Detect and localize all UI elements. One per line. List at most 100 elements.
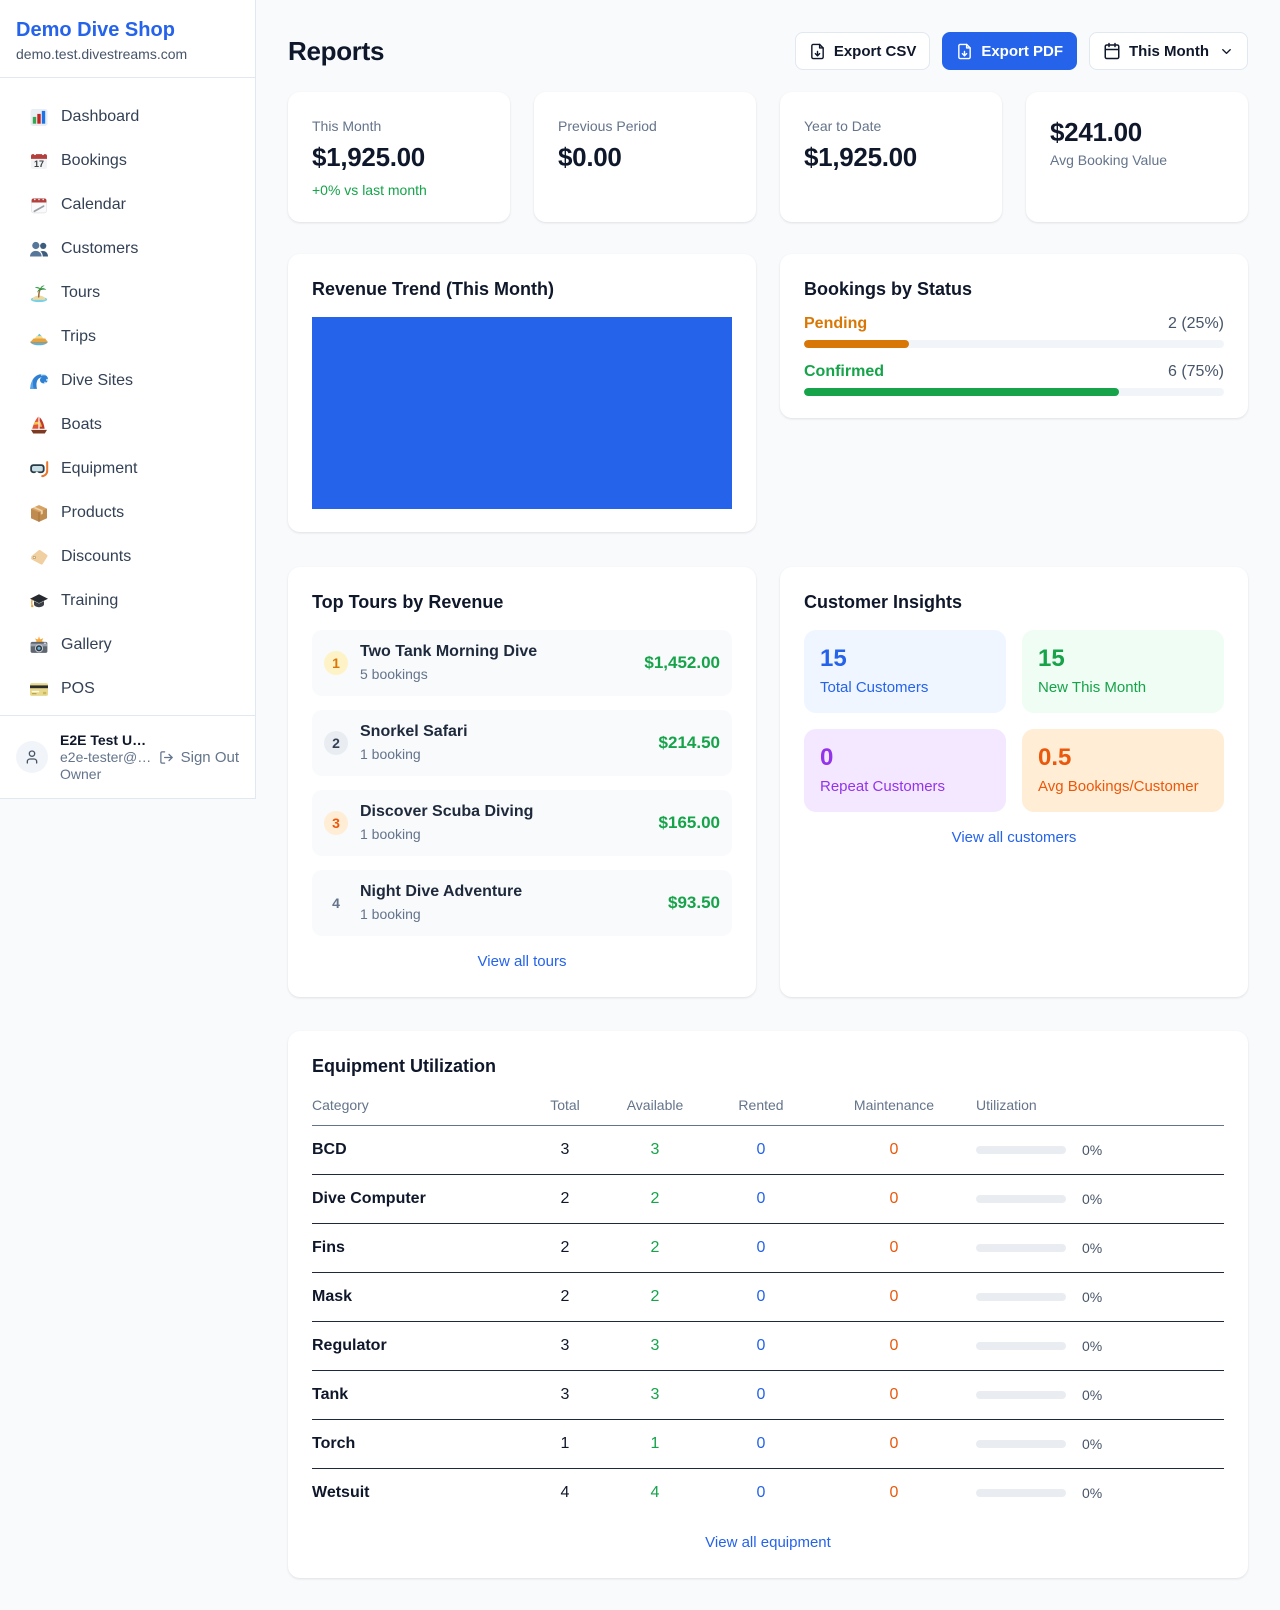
column-header: Total [530,1087,600,1126]
svg-text:17: 17 [34,158,44,168]
tour-name: Discover Scuba Diving [360,803,534,820]
sidebar-item-pos[interactable]: POS [16,667,239,711]
status-value: 2 (25%) [1167,315,1224,332]
utilization-percent: 0% [1082,1436,1103,1452]
cell-rented: 0 [710,1321,812,1371]
view-all-customers-link[interactable]: View all customers [951,829,1077,846]
cell-utilization: 0% [976,1125,1224,1175]
tour-bookings: 1 booking [360,906,421,922]
equipment-table: Category Total Available Rented Maintena… [312,1087,1224,1517]
avatar [16,741,48,773]
cell-utilization: 0% [976,1272,1224,1322]
stat-label: Previous Period [558,118,657,134]
period-selector[interactable]: This Month [1089,32,1248,70]
equipment-utilization-card: Equipment Utilization Category Total Ava… [288,1031,1248,1578]
stats-grid: This Month $1,925.00 +0% vs last month P… [288,92,1248,222]
credit-card-emoji-icon [29,679,49,699]
sidebar-item-dashboard[interactable]: Dashboard [16,95,239,139]
page-header: Reports Export CSV Export PDF This Month [288,32,1248,70]
sign-out-label: Sign Out [180,748,239,766]
tour-info: Discover Scuba Diving 1 booking [360,802,533,844]
utilization-percent: 0% [1082,1142,1103,1158]
sidebar-item-label: Training [61,592,119,609]
utilization-bar [976,1489,1066,1497]
file-down-icon [810,43,824,59]
sidebar-item-discounts[interactable]: Discounts [16,535,239,579]
utilization-bar [976,1293,1066,1301]
sidebar-item-trips[interactable]: Trips [16,315,239,359]
sidebar-item-dive-sites[interactable]: Dive Sites [16,359,239,403]
sidebar-item-calendar[interactable]: Calendar [16,183,239,227]
tour-name: Night Dive Adventure [360,883,523,900]
export-pdf-button[interactable]: Export PDF [942,32,1078,70]
column-header: Category [312,1087,530,1126]
stat-card-this-month: This Month $1,925.00 +0% vs last month [288,92,510,222]
utilization-bar [976,1195,1066,1203]
sign-out-button[interactable]: Sign Out [159,749,239,766]
bookings-by-status-card: Bookings by Status Pending 2 (25%) Confi… [780,254,1248,418]
table-row: Fins 2 2 0 0 0% [312,1223,1224,1273]
brand-subdomain: demo.test.divestreams.com [16,46,188,62]
utilization-bar [976,1342,1066,1350]
brand-name[interactable]: Demo Dive Shop [16,19,175,41]
people-emoji-icon [29,239,49,259]
sidebar-item-label: Discounts [61,548,132,565]
tear-off-calendar-emoji-icon [29,195,49,215]
sidebar: Demo Dive Shop demo.test.divestreams.com… [0,0,256,799]
user-email: e2e-tester@… [60,748,152,765]
table-row: Regulator 3 3 0 0 0% [312,1321,1224,1371]
tour-name: Two Tank Morning Dive [360,643,538,660]
utilization-bar [976,1244,1066,1252]
sidebar-item-products[interactable]: Products [16,491,239,535]
sidebar-item-label: Dive Sites [61,372,134,389]
cell-maintenance: 0 [812,1419,976,1469]
cell-total: 3 [530,1125,600,1175]
speedboat-emoji-icon [29,327,49,347]
customer-insights-card: Customer Insights 15 Total Customers 15 … [780,567,1248,997]
tour-list: 1 Two Tank Morning Dive 5 bookings $1,45… [312,630,732,936]
revenue-trend-chart [312,317,732,509]
sidebar-item-label: Boats [61,416,102,433]
sidebar-item-customers[interactable]: Customers [16,227,239,271]
stat-card-avg-booking-value: $241.00 Avg Booking Value [1026,92,1248,222]
page-title: Reports [288,35,385,66]
cell-utilization: 0% [976,1419,1224,1469]
column-header: Available [600,1087,710,1126]
tour-row[interactable]: 1 Two Tank Morning Dive 5 bookings $1,45… [312,630,732,696]
cell-category: Torch [312,1419,530,1469]
sidebar-item-label: Equipment [61,460,138,477]
header-actions: Export CSV Export PDF This Month [794,32,1248,70]
chevron-down-icon [1222,48,1231,54]
stat-card-year-to-date: Year to Date $1,925.00 [780,92,1002,222]
insights-row: Top Tours by Revenue 1 Two Tank Morning … [288,567,1248,997]
cell-category: Dive Computer [312,1174,530,1224]
tour-amount: $1,452.00 [644,653,720,672]
insight-label: Repeat Customers [820,778,946,795]
sidebar-item-training[interactable]: Training [16,579,239,623]
cell-total: 2 [530,1174,600,1224]
column-header: Utilization [976,1087,1224,1126]
sidebar-item-bookings[interactable]: 17 Bookings [16,139,239,183]
view-all-tours-link[interactable]: View all tours [477,953,567,970]
sidebar-item-tours[interactable]: Tours [16,271,239,315]
stat-value: $1,925.00 [804,142,917,172]
status-row-pending: Pending 2 (25%) [804,314,1224,348]
tour-row[interactable]: 4 Night Dive Adventure 1 booking $93.50 [312,870,732,936]
tour-row[interactable]: 2 Snorkel Safari 1 booking $214.50 [312,710,732,776]
export-csv-button[interactable]: Export CSV [794,32,931,70]
sidebar-item-gallery[interactable]: Gallery [16,623,239,667]
tour-bookings: 5 bookings [360,666,428,682]
sidebar-item-equipment[interactable]: Equipment [16,447,239,491]
rank-badge: 4 [332,895,340,911]
cell-maintenance: 0 [812,1125,976,1175]
view-all-equipment-link[interactable]: View all equipment [705,1534,831,1551]
tour-row[interactable]: 3 Discover Scuba Diving 1 booking $165.0… [312,790,732,856]
column-header: Rented [710,1087,812,1126]
insight-label: Total Customers [820,679,929,696]
insight-label: New This Month [1038,679,1147,696]
sidebar-item-boats[interactable]: Boats [16,403,239,447]
insight-label: Avg Bookings/Customer [1038,778,1199,795]
sidebar-item-label: Gallery [61,636,112,653]
package-emoji-icon [29,503,49,523]
